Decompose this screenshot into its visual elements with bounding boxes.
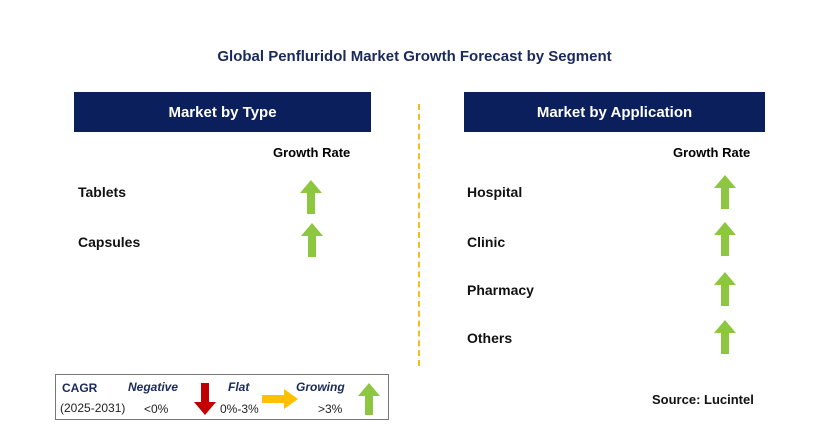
application-item-pharmacy: Pharmacy	[467, 282, 534, 298]
legend-negative-value: <0%	[144, 402, 169, 416]
type-item-capsules: Capsules	[78, 234, 141, 250]
growing-arrow-icon	[300, 180, 322, 214]
legend-growing-value: >3%	[318, 402, 343, 416]
application-growth-rate-header: Growth Rate	[673, 145, 751, 160]
panel-divider	[418, 104, 420, 366]
growing-arrow-icon	[714, 175, 736, 209]
legend-flat-label: Flat	[228, 380, 250, 394]
growing-arrow-icon	[358, 383, 380, 415]
cagr-legend: CAGR (2025-2031) Negative <0% Flat 0%-3%…	[55, 374, 389, 420]
type-panel-header: Market by Type	[74, 92, 371, 132]
growing-arrow-icon	[301, 223, 323, 257]
growing-arrow-icon	[714, 272, 736, 306]
negative-arrow-icon	[194, 383, 216, 415]
legend-period: (2025-2031)	[60, 401, 126, 415]
application-item-hospital: Hospital	[467, 184, 523, 200]
application-panel-header: Market by Application	[464, 92, 765, 132]
type-item-tablets: Tablets	[78, 184, 126, 200]
type-growth-rate-header: Growth Rate	[273, 145, 351, 160]
chart-title: Global Penfluridol Market Growth Forecas…	[217, 48, 612, 65]
growing-arrow-icon	[714, 320, 736, 354]
source-credit: Source: Lucintel	[652, 392, 754, 407]
growing-arrow-icon	[714, 222, 736, 256]
application-item-clinic: Clinic	[467, 234, 506, 250]
legend-flat-value: 0%-3%	[220, 402, 259, 416]
legend-negative-label: Negative	[128, 380, 179, 394]
legend-cagr-label: CAGR	[62, 381, 98, 395]
application-item-others: Others	[467, 330, 513, 346]
flat-arrow-icon	[262, 389, 298, 409]
legend-growing-label: Growing	[296, 380, 345, 394]
